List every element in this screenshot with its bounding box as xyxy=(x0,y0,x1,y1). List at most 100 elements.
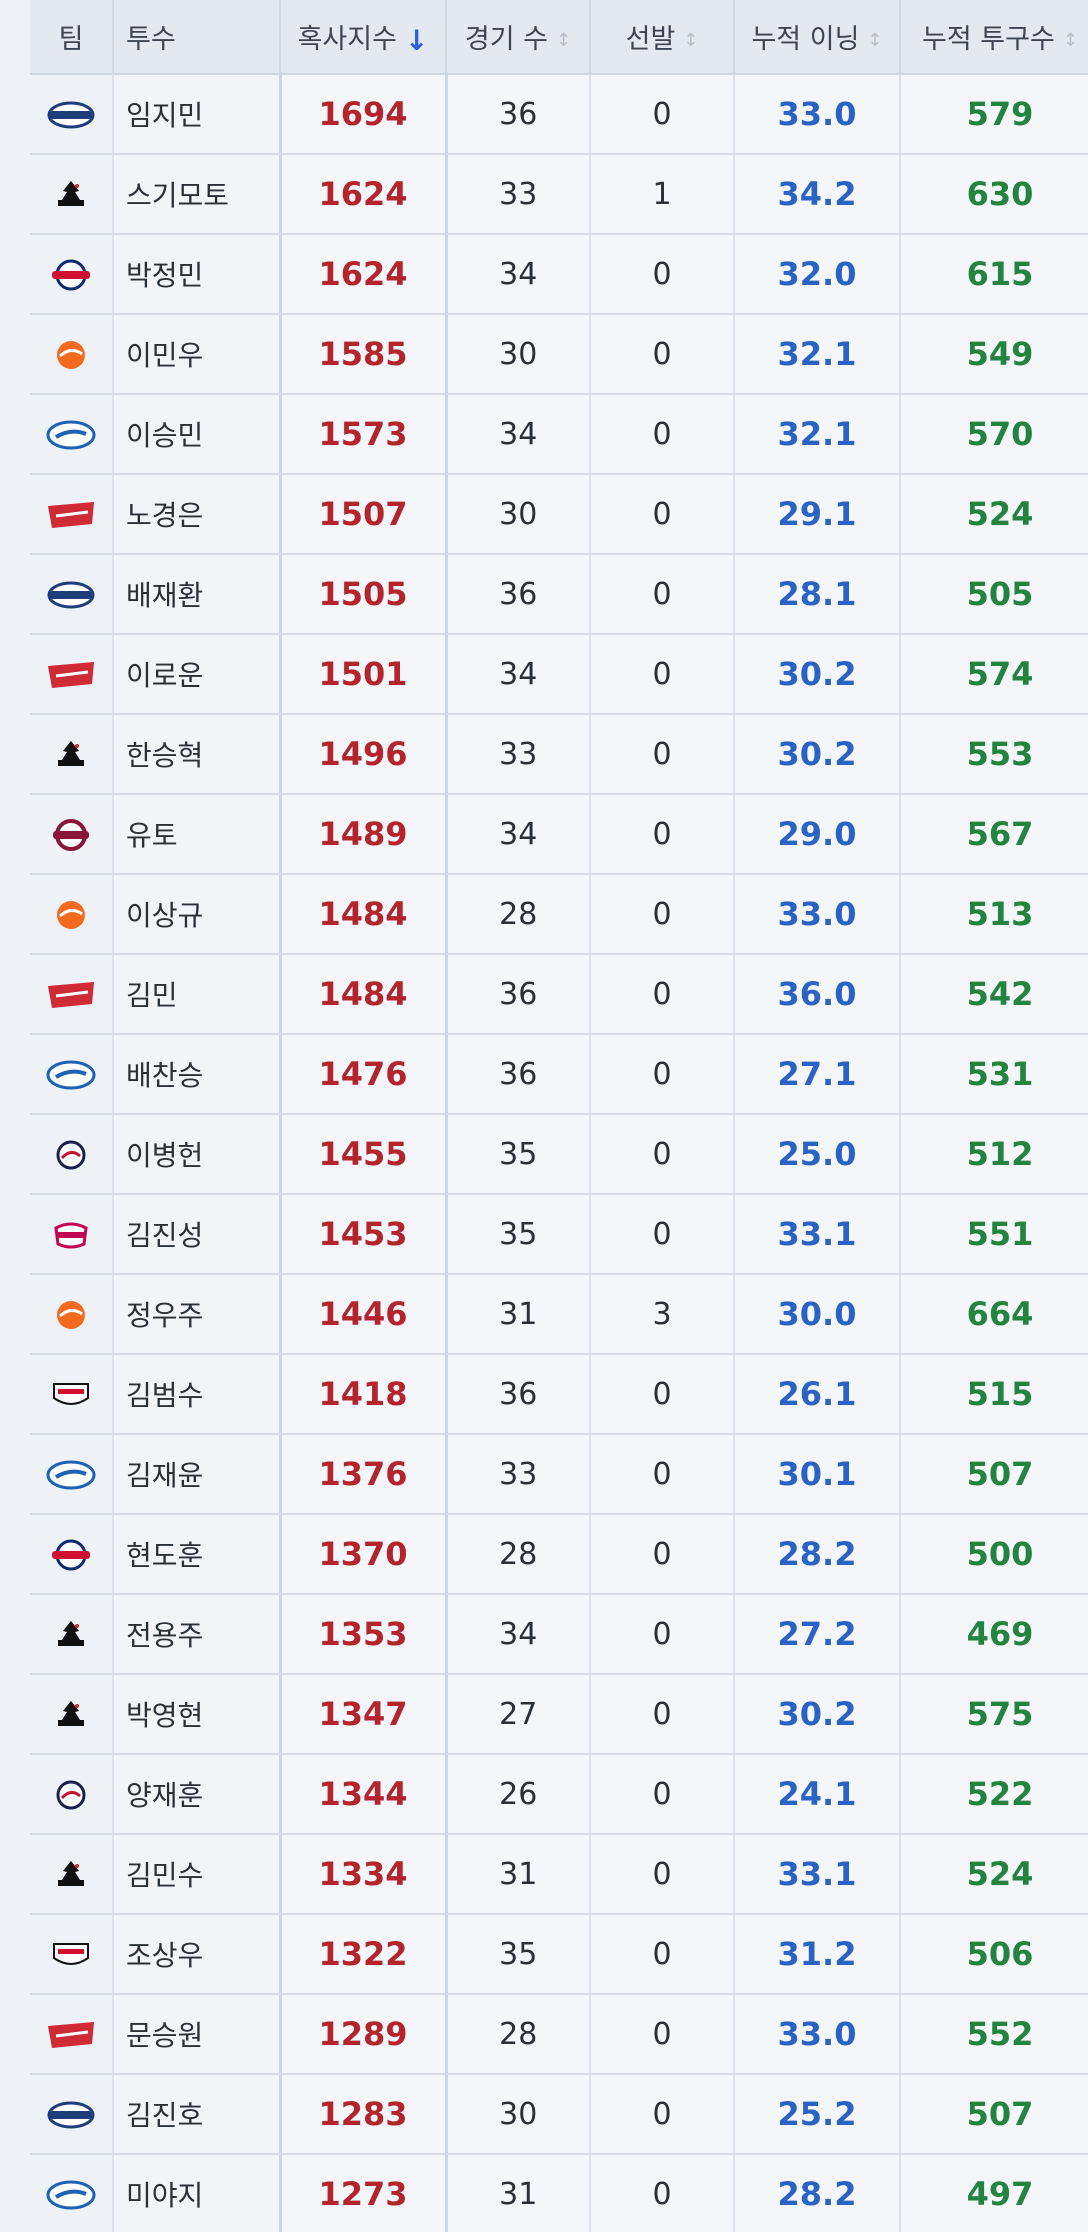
column-header-games[interactable]: 경기 수 ↕ xyxy=(446,0,591,75)
table-row[interactable]: 임지민 1694 36 0 33.0 579 xyxy=(30,74,1088,155)
games-cell: 28 xyxy=(446,874,591,955)
table-row[interactable]: 이상규 1484 28 0 33.0 513 xyxy=(30,874,1088,955)
overuse-index-cell: 1694 xyxy=(280,74,448,155)
pitches-cell: 512 xyxy=(900,1114,1088,1195)
team-cell xyxy=(30,154,114,235)
table-row[interactable]: 이민우 1585 30 0 32.1 549 xyxy=(30,314,1088,395)
pitcher-name-cell: 유토 xyxy=(113,794,282,875)
pitches-cell: 553 xyxy=(900,714,1088,795)
table-row[interactable]: 배찬승 1476 36 0 27.1 531 xyxy=(30,1034,1088,1115)
team-cell xyxy=(30,1994,114,2075)
column-header-index[interactable]: 혹사지수 ↓ xyxy=(280,0,447,75)
table-row[interactable]: 박영현 1347 27 0 30.2 575 xyxy=(30,1674,1088,1755)
pitcher-name-cell: 배찬승 xyxy=(113,1034,282,1115)
table-row[interactable]: 배재환 1505 36 0 28.1 505 xyxy=(30,554,1088,635)
innings-cell: 36.0 xyxy=(734,954,901,1035)
table-row[interactable]: 양재훈 1344 26 0 24.1 522 xyxy=(30,1754,1088,1835)
table-row[interactable]: 김진호 1283 30 0 25.2 507 xyxy=(30,2074,1088,2155)
pitcher-name-cell: 김민 xyxy=(113,954,282,1035)
starts-cell: 0 xyxy=(590,394,735,475)
innings-cell: 29.1 xyxy=(734,474,901,555)
team-cell xyxy=(30,394,114,475)
table-row[interactable]: 조상우 1322 35 0 31.2 506 xyxy=(30,1914,1088,1995)
sort-icon[interactable]: ↕ xyxy=(556,30,572,51)
pitcher-name-cell: 임지민 xyxy=(113,74,282,155)
team-logo-landers-icon xyxy=(44,658,98,692)
overuse-index-cell: 1273 xyxy=(280,2154,448,2232)
pitches-cell: 574 xyxy=(900,634,1088,715)
pitcher-name-cell: 박영현 xyxy=(113,1674,282,1755)
pitcher-name-cell: 현도훈 xyxy=(113,1514,282,1595)
table-row[interactable]: 김민수 1334 31 0 33.1 524 xyxy=(30,1834,1088,1915)
table-row[interactable]: 현도훈 1370 28 0 28.2 500 xyxy=(30,1514,1088,1595)
team-cell xyxy=(30,554,114,635)
innings-cell: 31.2 xyxy=(734,1914,901,1995)
team-cell xyxy=(30,1194,114,1275)
pitches-cell: 506 xyxy=(900,1914,1088,1995)
column-header-innings[interactable]: 누적 이닝 ↕ xyxy=(734,0,901,75)
table-row[interactable]: 이병헌 1455 35 0 25.0 512 xyxy=(30,1114,1088,1195)
table-row[interactable]: 전용주 1353 34 0 27.2 469 xyxy=(30,1594,1088,1675)
table-row[interactable]: 한승혁 1496 33 0 30.2 553 xyxy=(30,714,1088,795)
table-row[interactable]: 이승민 1573 34 0 32.1 570 xyxy=(30,394,1088,475)
table-row[interactable]: 박정민 1624 34 0 32.0 615 xyxy=(30,234,1088,315)
table-row[interactable]: 김진성 1453 35 0 33.1 551 xyxy=(30,1194,1088,1275)
arrow-down-icon[interactable]: ↓ xyxy=(404,23,429,57)
team-cell xyxy=(30,794,114,875)
table-row[interactable]: 이로운 1501 34 0 30.2 574 xyxy=(30,634,1088,715)
overuse-index-cell: 1344 xyxy=(280,1754,448,1835)
innings-cell: 26.1 xyxy=(734,1354,901,1435)
innings-cell: 34.2 xyxy=(734,154,901,235)
table-row[interactable]: 김범수 1418 36 0 26.1 515 xyxy=(30,1354,1088,1435)
innings-cell: 33.0 xyxy=(734,874,901,955)
sort-icon[interactable]: ↕ xyxy=(683,30,699,51)
innings-cell: 32.1 xyxy=(734,394,901,475)
sort-icon[interactable]: ↕ xyxy=(867,30,883,51)
pitcher-name-cell: 정우주 xyxy=(113,1274,282,1355)
pitches-cell: 515 xyxy=(900,1354,1088,1435)
games-cell: 31 xyxy=(446,1834,591,1915)
table-row[interactable]: 문승원 1289 28 0 33.0 552 xyxy=(30,1994,1088,2075)
games-cell: 31 xyxy=(446,2154,591,2232)
column-header-pitches[interactable]: 누적 투구수 ↕ xyxy=(900,0,1088,75)
team-logo-eagles-icon xyxy=(44,898,98,932)
pitches-cell: 531 xyxy=(900,1034,1088,1115)
team-cell xyxy=(30,1114,114,1195)
games-cell: 33 xyxy=(446,714,591,795)
team-cell xyxy=(30,1914,114,1995)
overuse-index-cell: 1624 xyxy=(280,234,448,315)
table-row[interactable]: 김재윤 1376 33 0 30.1 507 xyxy=(30,1434,1088,1515)
table-row[interactable]: 스기모토 1624 33 1 34.2 630 xyxy=(30,154,1088,235)
team-cell xyxy=(30,474,114,555)
overuse-index-cell: 1347 xyxy=(280,1674,448,1755)
pitches-cell: 575 xyxy=(900,1674,1088,1755)
overuse-index-cell: 1476 xyxy=(280,1034,448,1115)
starts-cell: 0 xyxy=(590,1434,735,1515)
innings-cell: 25.0 xyxy=(734,1114,901,1195)
table-row[interactable]: 김민 1484 36 0 36.0 542 xyxy=(30,954,1088,1035)
table-row[interactable]: 정우주 1446 31 3 30.0 664 xyxy=(30,1274,1088,1355)
table-row[interactable]: 노경은 1507 30 0 29.1 524 xyxy=(30,474,1088,555)
pitcher-name-cell: 조상우 xyxy=(113,1914,282,1995)
column-header-starts[interactable]: 선발 ↕ xyxy=(590,0,735,75)
overuse-index-cell: 1289 xyxy=(280,1994,448,2075)
column-header-team-label: 팀 xyxy=(58,24,84,55)
sort-icon[interactable]: ↕ xyxy=(1062,30,1078,51)
team-logo-lions-icon xyxy=(44,418,98,452)
table-row[interactable]: 유토 1489 34 0 29.0 567 xyxy=(30,794,1088,875)
starts-cell: 0 xyxy=(590,554,735,635)
pitches-cell: 542 xyxy=(900,954,1088,1035)
team-logo-kt-icon xyxy=(44,1618,98,1652)
pitches-cell: 524 xyxy=(900,474,1088,555)
pitches-cell: 513 xyxy=(900,874,1088,955)
starts-cell: 0 xyxy=(590,314,735,395)
table-row[interactable]: 미야지 1273 31 0 28.2 497 xyxy=(30,2154,1088,2232)
games-cell: 26 xyxy=(446,1754,591,1835)
games-cell: 36 xyxy=(446,1354,591,1435)
pitcher-name-cell: 이병헌 xyxy=(113,1114,282,1195)
games-cell: 31 xyxy=(446,1274,591,1355)
starts-cell: 1 xyxy=(590,154,735,235)
pitches-cell: 664 xyxy=(900,1274,1088,1355)
games-cell: 35 xyxy=(446,1914,591,1995)
starts-cell: 0 xyxy=(590,1514,735,1595)
